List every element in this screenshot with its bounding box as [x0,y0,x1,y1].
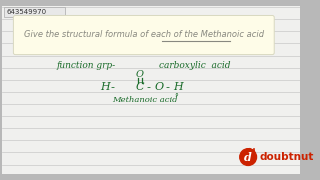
Text: O: O [155,82,164,92]
Text: Methanoic acid: Methanoic acid [112,96,178,104]
FancyBboxPatch shape [4,7,65,17]
Text: -: - [147,82,151,92]
Text: function grp-: function grp- [56,61,116,70]
Text: O: O [136,70,144,79]
Text: 643549970: 643549970 [7,9,47,15]
Text: H: H [173,82,182,92]
Text: doubtnut: doubtnut [259,152,314,162]
Circle shape [240,149,257,165]
Text: -: - [110,82,114,92]
Text: °: ° [174,93,179,102]
Text: H: H [100,82,110,92]
Text: C: C [136,82,144,92]
Text: -: - [165,82,169,92]
Text: carboxylic  acid: carboxylic acid [159,61,230,70]
Text: Give the structural formula of each of the Methanoic acid: Give the structural formula of each of t… [24,30,264,39]
Text: d: d [244,152,252,163]
FancyBboxPatch shape [13,15,274,55]
